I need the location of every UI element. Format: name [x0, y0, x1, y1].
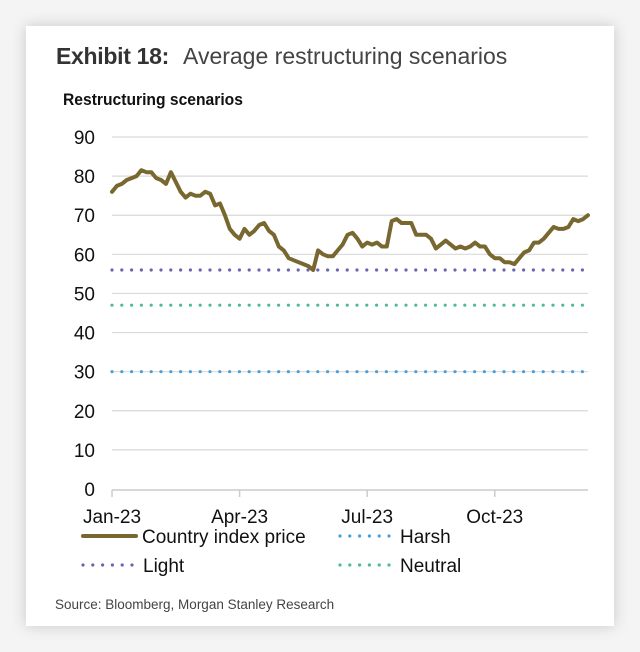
scenario-lines — [110, 268, 590, 374]
x-tick-label: Jul-23 — [341, 507, 393, 528]
y-tick-label: 90 — [74, 128, 95, 149]
exhibit-card: Exhibit 18: Average restructuring scenari… — [26, 26, 614, 626]
y-tick-label: 50 — [74, 284, 95, 305]
y-tick-label: 60 — [74, 245, 95, 266]
y-tick-label: 0 — [84, 480, 95, 501]
legend-label: Country index price — [142, 527, 306, 548]
legend-label: Neutral — [400, 556, 461, 577]
x-tick-label: Jan-23 — [83, 507, 141, 528]
exhibit-title-text: Average restructuring scenarios — [183, 43, 508, 69]
legend-item-neutral: Neutral — [338, 556, 461, 577]
x-axis: Jan-23 Apr-23 Jul-23 Oct-23 — [83, 489, 588, 528]
source-note: Source: Bloomberg, Morgan Stanley Resear… — [55, 597, 335, 612]
y-tick-label: 70 — [74, 206, 95, 227]
legend-label: Light — [143, 556, 185, 577]
legend: Country index price Harsh Light Neutral — [81, 527, 461, 577]
exhibit-title: Exhibit 18: Average restructuring scenari… — [56, 43, 507, 70]
series-layer — [110, 168, 590, 272]
x-tick-label: Apr-23 — [211, 507, 268, 528]
series-line-country-index — [110, 168, 590, 272]
chart-title: Restructuring scenarios — [63, 90, 243, 109]
y-tick-label: 20 — [74, 402, 95, 423]
legend-item-country-index: Country index price — [81, 527, 306, 548]
y-tick-label: 30 — [74, 363, 95, 384]
legend-item-harsh: Harsh — [338, 527, 451, 548]
exhibit-label: Exhibit 18: — [56, 43, 170, 69]
gridlines — [112, 136, 588, 451]
legend-item-light: Light — [81, 556, 185, 577]
y-axis-ticks: 0 10 20 30 40 50 60 70 80 90 — [74, 128, 95, 501]
x-tick-label: Oct-23 — [466, 507, 523, 528]
y-tick-label: 10 — [74, 441, 95, 462]
y-tick-label: 40 — [74, 324, 95, 345]
legend-label: Harsh — [400, 527, 451, 548]
y-tick-label: 80 — [74, 167, 95, 188]
